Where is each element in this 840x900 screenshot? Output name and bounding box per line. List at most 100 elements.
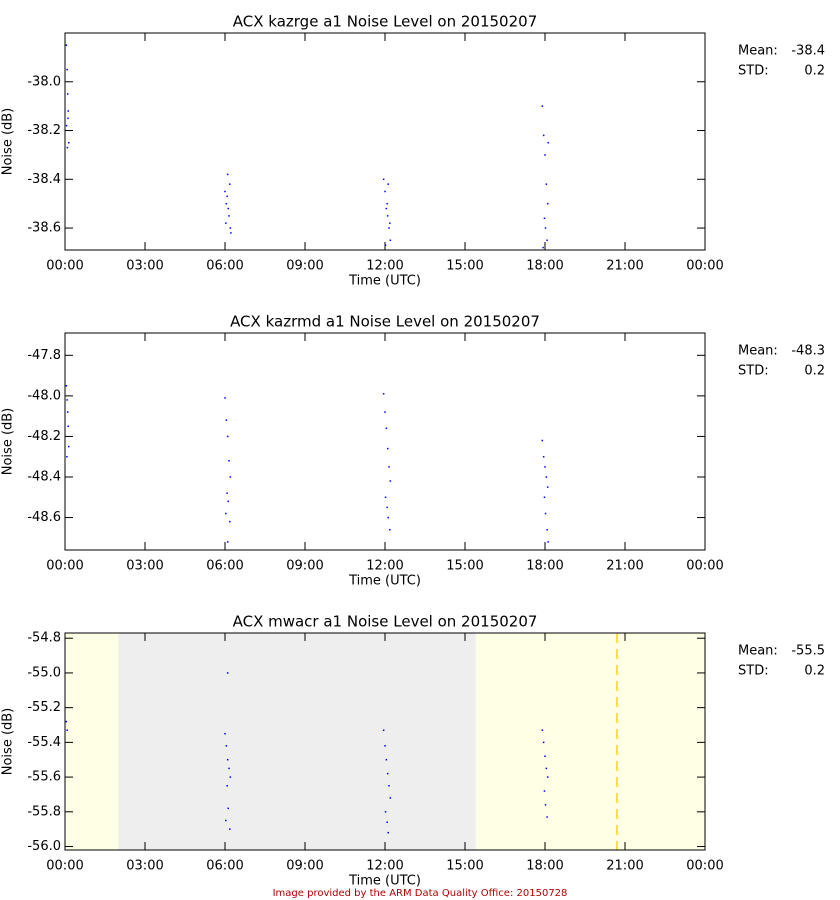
y-tick-label: -48.0 bbox=[27, 388, 61, 403]
data-point bbox=[386, 821, 388, 823]
data-point bbox=[228, 767, 230, 770]
data-point bbox=[224, 397, 226, 399]
y-tick-label: -56.0 bbox=[27, 839, 61, 854]
data-point bbox=[385, 207, 388, 210]
data-point bbox=[542, 134, 545, 137]
plot-frame bbox=[64, 332, 706, 551]
data-point bbox=[227, 807, 229, 810]
data-point bbox=[542, 246, 544, 249]
x-tick-label: 09:00 bbox=[286, 259, 323, 274]
data-point bbox=[382, 729, 385, 731]
y-tick-label: -38.0 bbox=[27, 74, 61, 89]
footer: Image provided by the ARM Data Quality O… bbox=[273, 888, 568, 899]
data-point bbox=[546, 486, 549, 488]
data-point bbox=[384, 745, 386, 747]
data-point bbox=[544, 755, 546, 758]
x-tick-label: 00:00 bbox=[46, 259, 83, 274]
y-tick-label: -55.6 bbox=[27, 770, 61, 785]
data-point bbox=[542, 741, 545, 744]
stat-label: Mean: bbox=[738, 344, 778, 359]
y-tick-label: -47.8 bbox=[27, 348, 61, 363]
data-point bbox=[227, 207, 229, 210]
y-tick-label: -48.2 bbox=[27, 429, 61, 444]
data-point bbox=[542, 455, 545, 458]
data-point bbox=[541, 729, 544, 731]
x-axis-label: Time (UTC) bbox=[348, 874, 421, 889]
data-point bbox=[66, 93, 69, 95]
data-point bbox=[226, 541, 229, 543]
data-point bbox=[387, 831, 389, 834]
chart-title: ACX kazrge a1 Noise Level on 20150207 bbox=[233, 13, 537, 31]
data-point bbox=[543, 496, 546, 499]
x-tick-label: 03:00 bbox=[126, 559, 163, 574]
data-point bbox=[541, 105, 544, 107]
x-tick-label: 00:00 bbox=[686, 859, 723, 874]
data-point bbox=[65, 44, 68, 46]
data-point bbox=[67, 425, 69, 428]
data-point bbox=[543, 790, 546, 792]
stat-value: 0.2 bbox=[804, 364, 825, 379]
data-point bbox=[386, 202, 388, 205]
data-point bbox=[66, 146, 69, 149]
data-point bbox=[224, 732, 226, 735]
data-point bbox=[226, 435, 229, 438]
data-point bbox=[385, 427, 388, 430]
data-point bbox=[229, 183, 231, 185]
data-point bbox=[228, 460, 230, 462]
stat-label: STD: bbox=[738, 64, 769, 79]
data-point bbox=[546, 528, 548, 531]
x-tick-label: 03:00 bbox=[126, 859, 163, 874]
data-point bbox=[225, 512, 227, 515]
x-tick-label: 18:00 bbox=[526, 259, 563, 274]
data-point bbox=[543, 217, 546, 220]
data-point bbox=[226, 195, 228, 198]
data-point bbox=[67, 110, 69, 112]
x-tick-label: 18:00 bbox=[526, 859, 563, 874]
data-point bbox=[546, 776, 549, 778]
data-point bbox=[226, 672, 229, 674]
y-axis-label: Noise (dB) bbox=[1, 708, 16, 776]
data-point bbox=[229, 520, 231, 523]
x-tick-label: 15:00 bbox=[446, 259, 483, 274]
data-point bbox=[388, 785, 390, 787]
data-point bbox=[389, 797, 392, 799]
data-point bbox=[66, 68, 68, 71]
y-tick-label: -38.4 bbox=[27, 172, 61, 187]
y-tick-label: -48.4 bbox=[27, 469, 61, 484]
data-point bbox=[545, 767, 548, 770]
x-tick-label: 15:00 bbox=[446, 859, 483, 874]
x-tick-label: 00:00 bbox=[46, 859, 83, 874]
data-point bbox=[545, 183, 548, 185]
x-tick-label: 18:00 bbox=[526, 559, 563, 574]
data-point bbox=[65, 384, 68, 387]
shaded-span bbox=[118, 633, 476, 850]
y-tick-label: -38.6 bbox=[27, 221, 61, 236]
stat-value: -38.4 bbox=[791, 44, 825, 59]
data-point bbox=[384, 190, 386, 193]
stat-value: -48.3 bbox=[791, 344, 825, 359]
data-point bbox=[547, 141, 549, 144]
data-point bbox=[389, 528, 391, 531]
y-tick-label: -55.2 bbox=[27, 700, 61, 715]
x-tick-label: 00:00 bbox=[686, 559, 723, 574]
x-tick-label: 12:00 bbox=[366, 259, 403, 274]
data-point bbox=[225, 202, 228, 205]
stat-value: -55.5 bbox=[791, 644, 825, 659]
y-tick-label: -55.4 bbox=[27, 735, 61, 750]
x-tick-label: 21:00 bbox=[606, 859, 643, 874]
data-point bbox=[66, 729, 68, 731]
data-point bbox=[67, 117, 69, 120]
x-tick-label: 09:00 bbox=[286, 859, 323, 874]
data-point bbox=[389, 222, 391, 224]
data-point bbox=[229, 776, 232, 778]
data-point bbox=[546, 202, 549, 205]
data-point bbox=[388, 466, 390, 468]
data-point bbox=[67, 141, 70, 144]
data-point bbox=[384, 244, 387, 246]
data-point bbox=[226, 173, 229, 176]
x-tick-label: 21:00 bbox=[606, 559, 643, 574]
data-point bbox=[228, 215, 230, 217]
data-point bbox=[384, 496, 387, 499]
x-tick-label: 21:00 bbox=[606, 259, 643, 274]
